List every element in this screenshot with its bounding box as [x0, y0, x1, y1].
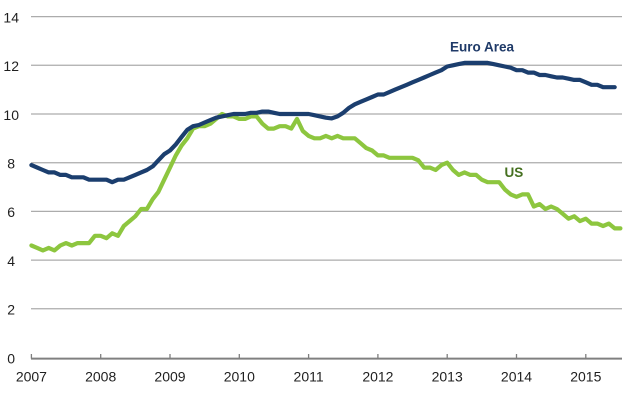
- svg-text:2014: 2014: [501, 369, 532, 385]
- svg-text:US: US: [505, 165, 524, 180]
- svg-text:2007: 2007: [16, 369, 47, 385]
- svg-text:10: 10: [3, 107, 19, 123]
- svg-text:0: 0: [7, 350, 15, 366]
- svg-text:2009: 2009: [154, 369, 185, 385]
- svg-text:12: 12: [3, 58, 19, 74]
- svg-text:2012: 2012: [362, 369, 393, 385]
- svg-text:2011: 2011: [294, 369, 324, 385]
- svg-text:2: 2: [7, 302, 15, 318]
- svg-text:2010: 2010: [224, 369, 255, 385]
- svg-text:14: 14: [3, 9, 19, 25]
- svg-text:Euro Area: Euro Area: [450, 40, 515, 55]
- svg-text:2015: 2015: [570, 369, 601, 385]
- svg-text:8: 8: [7, 156, 15, 172]
- svg-text:2008: 2008: [85, 369, 116, 385]
- svg-text:2013: 2013: [432, 369, 463, 385]
- svg-text:4: 4: [7, 253, 15, 269]
- svg-text:6: 6: [7, 204, 15, 220]
